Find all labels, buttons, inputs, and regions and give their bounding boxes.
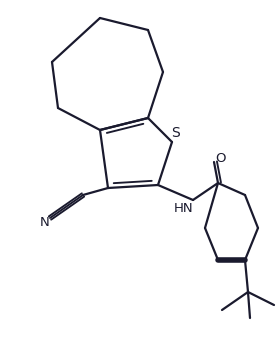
Text: S: S xyxy=(172,126,180,140)
Text: O: O xyxy=(216,153,226,165)
Text: N: N xyxy=(40,216,50,228)
Text: HN: HN xyxy=(174,201,194,215)
